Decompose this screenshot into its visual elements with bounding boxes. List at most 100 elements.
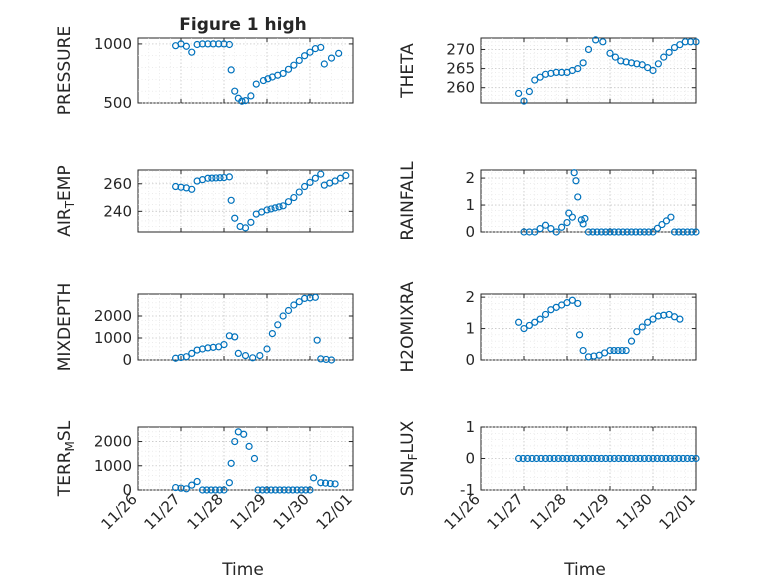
y-axis-label: H2OMIXRA: [398, 281, 418, 372]
data-point: [519, 454, 527, 463]
data-point: [666, 454, 674, 463]
data-point: [679, 228, 687, 236]
data-point: [614, 454, 623, 463]
data-point: [581, 214, 589, 223]
data-point: [279, 312, 287, 320]
data-point: [313, 336, 321, 344]
y-tick-label: 0: [465, 351, 475, 369]
data-point: [541, 454, 550, 463]
x-tick-label: 12/01: [313, 490, 356, 533]
data-point: [295, 56, 303, 65]
data-point: [574, 64, 582, 73]
data-point: [619, 454, 627, 463]
data-point: [649, 66, 657, 75]
data-point: [688, 228, 696, 236]
data-point: [606, 454, 614, 463]
data-point: [574, 193, 582, 201]
data-point: [536, 225, 544, 233]
subplot-mixdepth: 0 1000 2000 MIXDEPTH: [55, 283, 354, 372]
data-point: [188, 349, 196, 357]
data-point: [227, 459, 235, 467]
y-tick-label: 260: [103, 175, 132, 193]
data-point: [250, 454, 259, 463]
x-tick-label: 12/01: [656, 490, 699, 533]
data-point: [311, 174, 319, 182]
data-point: [284, 198, 293, 206]
data-point: [593, 454, 601, 463]
data-point: [547, 225, 555, 233]
y-axis-label: RAINFALL: [398, 161, 418, 241]
data-point: [264, 75, 272, 83]
data-point: [327, 356, 336, 364]
data-point: [632, 228, 640, 236]
y-axis-label: MIXDEPTH: [55, 283, 75, 372]
data-point: [274, 321, 282, 329]
data-point: [692, 228, 700, 236]
y-tick-label: -1: [460, 481, 475, 499]
data-point: [644, 64, 652, 72]
data-point: [574, 299, 582, 308]
data-point: [565, 209, 573, 217]
data-point: [193, 477, 201, 486]
data-point: [238, 97, 246, 105]
y-tick-label: 1: [465, 320, 475, 338]
data-point: [653, 224, 662, 232]
data-point: [610, 228, 618, 236]
data-point: [550, 454, 558, 463]
data-point: [326, 479, 334, 488]
data-point: [204, 174, 212, 182]
subplot-pressure: 500 1000 PRESSURE: [55, 26, 354, 115]
data-point: [606, 228, 614, 236]
y-tick-label: 1: [465, 418, 475, 436]
data-point: [622, 346, 630, 355]
data-point: [584, 454, 593, 463]
data-point: [558, 223, 566, 231]
data-point: [306, 486, 314, 494]
y-tick-label: 1000: [94, 457, 132, 475]
data-point: [670, 228, 679, 236]
figure-title: Figure 1 high: [179, 15, 307, 35]
data-point: [536, 73, 544, 81]
data-point: [692, 454, 700, 463]
data-point: [259, 76, 268, 85]
xlabel-right: Time: [563, 560, 606, 580]
data-point: [220, 341, 228, 349]
data-point: [275, 203, 283, 211]
data-point: [592, 36, 600, 44]
data-point: [208, 174, 216, 182]
data-point: [317, 170, 325, 178]
data-point: [306, 178, 314, 186]
data-point: [215, 40, 223, 48]
data-point: [665, 48, 673, 56]
data-point: [610, 454, 618, 463]
data-point: [531, 228, 539, 236]
data-point: [207, 486, 215, 494]
data-point: [302, 486, 310, 494]
axes-box: [480, 169, 697, 233]
data-point: [638, 323, 646, 331]
data-point: [212, 174, 220, 182]
data-point: [579, 59, 587, 67]
data-point: [182, 353, 190, 361]
data-point: [225, 479, 233, 487]
data-point: [654, 60, 662, 68]
data-point: [683, 454, 692, 463]
data-point: [182, 485, 190, 493]
data-point: [342, 171, 350, 180]
data-point: [619, 228, 627, 236]
y-axis-label: PRESSURE: [55, 26, 75, 115]
data-point: [552, 228, 560, 236]
data-point: [606, 346, 614, 355]
y-tick-label: 240: [103, 202, 132, 220]
data-point: [546, 454, 554, 463]
data-point: [541, 310, 550, 319]
y-axis-label: THETA: [398, 43, 418, 99]
data-point: [227, 196, 235, 204]
data-point: [577, 216, 585, 224]
data-point: [290, 301, 298, 309]
data-point: [627, 228, 636, 236]
data-point: [267, 486, 275, 494]
